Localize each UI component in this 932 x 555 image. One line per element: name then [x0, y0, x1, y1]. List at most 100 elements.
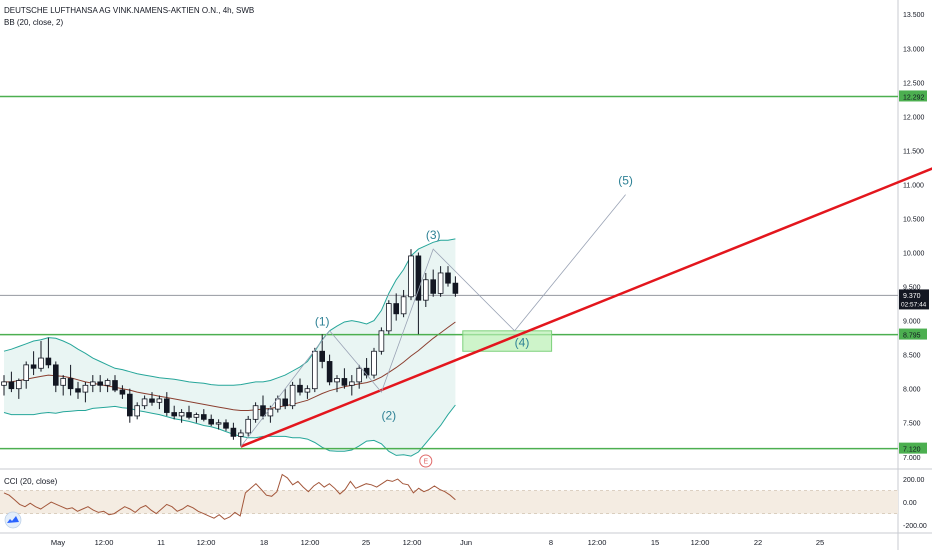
- candle-body: [237, 432, 244, 437]
- candle-body: [163, 398, 170, 413]
- candle-body: [452, 282, 459, 294]
- price-axis-tick: 7.500: [903, 421, 921, 428]
- event-marker-icon: [419, 454, 433, 468]
- candle-body: [208, 418, 215, 425]
- candle-body: [171, 412, 178, 417]
- candle-body: [134, 405, 141, 417]
- price-axis-tick: 8.000: [903, 387, 921, 394]
- candle-body: [97, 381, 104, 386]
- time-axis-label: 25: [816, 538, 824, 547]
- time-axis-label: 12:00: [197, 538, 216, 547]
- candle-body: [149, 398, 155, 403]
- candle-body: [245, 418, 252, 434]
- candle-body: [200, 414, 207, 420]
- cci-line: [3, 473, 456, 520]
- candle-body: [104, 380, 111, 386]
- last-price-tag: [899, 289, 929, 310]
- price-axis-tick: 9.000: [903, 319, 921, 326]
- candle-body: [38, 357, 44, 369]
- time-axis-label: May: [51, 538, 65, 547]
- candle-body: [378, 330, 385, 352]
- time-axis-label: 22: [754, 538, 762, 547]
- elliott-wave-path: [240, 194, 626, 447]
- cci-axis-tick: -200.00: [903, 523, 927, 530]
- candle-body: [15, 380, 22, 390]
- candle-body: [422, 279, 429, 301]
- bb-fill: [4, 238, 456, 457]
- price-axis-tick: 13.000: [903, 46, 925, 53]
- price-axis-tick: 9.500: [903, 285, 921, 292]
- candle-body: [400, 296, 407, 315]
- candle-body: [393, 303, 399, 315]
- wave-label: (3): [426, 228, 441, 242]
- time-axis: May 12:00 11 12:00 18 12:00 25 12:00 Jun 8 12:00 15…: [51, 538, 824, 547]
- wave-label: (2): [381, 408, 396, 422]
- candle-body: [30, 364, 37, 369]
- level-price-tag: [899, 328, 927, 340]
- level-price-tag: [899, 442, 927, 454]
- cci-band: [0, 490, 898, 514]
- price-axis-tick: 10.500: [903, 216, 925, 223]
- time-axis-label: 12:00: [301, 538, 320, 547]
- price-axis-tick: 7.000: [903, 455, 921, 462]
- indicator-label-cci: CCI (20, close): [4, 477, 58, 486]
- logo-mark-icon: [7, 516, 19, 523]
- bb-basis-line: [4, 321, 456, 411]
- candle-body: [371, 350, 377, 376]
- time-axis-label: 12:00: [588, 538, 607, 547]
- time-axis-label: 12:00: [95, 538, 114, 547]
- candle-body: [45, 357, 52, 366]
- wave-label: (5): [618, 173, 633, 187]
- candle-body: [119, 389, 126, 395]
- candle-body: [311, 350, 318, 390]
- trendline: [240, 167, 932, 448]
- candle-body: [252, 405, 259, 420]
- countdown-label: 02:57:44: [901, 301, 927, 308]
- bb-lower-line: [3, 404, 456, 457]
- candle-body: [67, 378, 74, 390]
- candle-body: [437, 272, 444, 294]
- time-axis-label: 25: [362, 538, 370, 547]
- candle-body: [334, 378, 340, 383]
- price-axis-tick: 12.000: [903, 114, 925, 121]
- event-marker-label: E: [423, 459, 428, 466]
- candle-body: [282, 398, 288, 407]
- candle-body: [289, 384, 296, 407]
- candle-body: [90, 381, 96, 386]
- candle-body: [8, 381, 15, 390]
- candle-body: [415, 255, 422, 301]
- time-axis-label: 8: [549, 538, 553, 547]
- price-axis-tick: 10.000: [903, 251, 925, 258]
- wave-label: (1): [315, 314, 330, 328]
- price-axis-tick: 11.000: [903, 182, 924, 189]
- time-axis-label: 12:00: [403, 538, 422, 547]
- candle-body: [304, 388, 311, 393]
- last-price-label: 9.370: [903, 293, 921, 300]
- time-axis-label: Jun: [460, 538, 472, 547]
- candle-body: [178, 412, 185, 417]
- candle-body: [193, 414, 200, 418]
- candle-body: [223, 422, 229, 429]
- level-price-label: 12.292: [903, 94, 925, 101]
- candle-body: [112, 380, 118, 391]
- candle-body: [230, 427, 237, 437]
- candle-body: [23, 364, 29, 381]
- candle-body: [156, 398, 163, 403]
- bb-upper-line: [3, 238, 456, 386]
- candle-body: [82, 384, 89, 393]
- time-axis-label: 15: [651, 538, 659, 547]
- candles: [1, 249, 459, 447]
- horizontal-levels: [0, 95, 898, 450]
- candle-body: [60, 378, 66, 386]
- candle-body: [215, 422, 222, 425]
- level-price-tag: [899, 90, 927, 102]
- level-price-label: 8.795: [903, 333, 921, 340]
- candle-body: [348, 381, 355, 386]
- indicator-label-bb: BB (20, close, 2): [4, 18, 64, 27]
- bollinger-band: [3, 238, 456, 457]
- candle-body: [430, 279, 436, 294]
- candle-body: [267, 408, 274, 417]
